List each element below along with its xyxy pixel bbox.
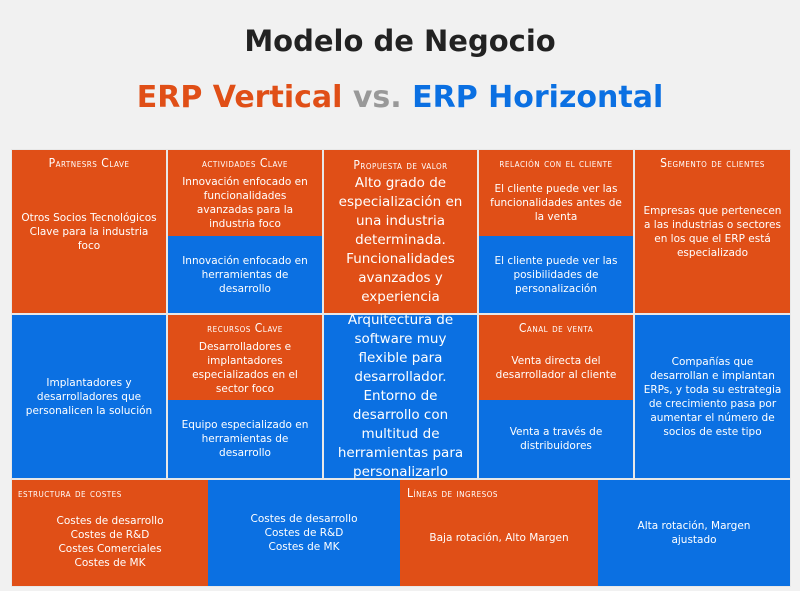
relacion-vertical: relación con el cliente El cliente puede … bbox=[479, 150, 633, 236]
segmento-horizontal-text: Compañías que desarrollan e implantan ER… bbox=[643, 355, 782, 438]
partners-vertical: Partnesrs Clave Otros Socios Tecnológicos… bbox=[12, 150, 166, 313]
canal-horizontal-text: Venta a través de distribuidores bbox=[509, 426, 603, 452]
costes-vertical-item: Costes de R&D bbox=[70, 529, 150, 541]
actividades-horizontal: Innovación enfocado en herramientas de d… bbox=[168, 236, 322, 313]
propuesta-header: Propuesta de valor bbox=[353, 158, 448, 172]
actividades-vertical: actividades Clave Innovación enfocado en … bbox=[168, 150, 322, 236]
costes-vertical-item: Costes de MK bbox=[74, 557, 146, 569]
propuesta-horizontal: Arquitectura de software muy flexible pa… bbox=[324, 312, 477, 480]
costes-horizontal-item: Costes de desarrollo bbox=[250, 513, 358, 525]
ingresos-vertical-text: Baja rotación, Alto Margen bbox=[429, 532, 569, 544]
subtitle-vs: vs. bbox=[352, 80, 402, 115]
page-subtitle: ERP Vertical vs. ERP Horizontal bbox=[0, 80, 800, 115]
segmento-vertical: Segmento de clientes Empresas que pertene… bbox=[635, 150, 790, 313]
ingresos-horizontal-text: Alta rotación, Margen ajustado bbox=[637, 520, 751, 546]
costes-header: estructura de costes bbox=[18, 486, 122, 500]
actividades-header: actividades Clave bbox=[202, 156, 288, 170]
costes-horizontal: Costes de desarrollo Costes de R&D Costes … bbox=[208, 480, 400, 586]
actividades-vertical-text: Innovación enfocado en funcionalidades a… bbox=[182, 176, 308, 230]
costes-vertical-item: Costes Comerciales bbox=[58, 543, 162, 555]
canal-horizontal: Venta a través de distribuidores bbox=[479, 400, 633, 478]
ingresos-vertical: Líneas de ingresos Baja rotación, Alto Ma… bbox=[400, 480, 598, 586]
subtitle-vertical: ERP Vertical bbox=[136, 80, 343, 115]
costes-vertical-item: Costes de desarrollo bbox=[56, 515, 164, 527]
partners-header: Partnesrs Clave bbox=[48, 156, 130, 170]
ingresos-horizontal: Alta rotación, Margen ajustado bbox=[598, 480, 790, 586]
costes-vertical: estructura de costes Costes de desarrollo… bbox=[12, 480, 208, 586]
ingresos-header: Líneas de ingresos bbox=[407, 486, 498, 500]
canal-vertical: Canal de venta Venta directa del desarrol… bbox=[479, 315, 633, 400]
recursos-vertical-text: Desarrolladores e implantadores especial… bbox=[192, 340, 298, 395]
partners-horizontal: Implantadores y desarrolladores que pers… bbox=[12, 315, 166, 478]
recursos-horizontal-text: Equipo especializado en herramientas de … bbox=[181, 419, 309, 459]
segmento-header: Segmento de clientes bbox=[660, 156, 765, 170]
propuesta-vertical: Propuesta de valor Alto grado de especial… bbox=[324, 150, 477, 313]
costes-horizontal-item: Costes de MK bbox=[268, 541, 340, 553]
recursos-horizontal: Equipo especializado en herramientas de … bbox=[168, 400, 322, 478]
relacion-vertical-text: El cliente puede ver las funcionalidades… bbox=[490, 183, 622, 223]
propuesta-vertical-text: Alto grado de especialización en una ind… bbox=[338, 175, 463, 305]
canal-vertical-text: Venta directa del desarrollador al clien… bbox=[495, 354, 617, 381]
page-title: Modelo de Negocio bbox=[244, 24, 556, 58]
relacion-horizontal: El cliente puede ver las posibilidades d… bbox=[479, 236, 633, 313]
segmento-horizontal: Compañías que desarrollan e implantan ER… bbox=[635, 315, 790, 478]
partners-horizontal-text: Implantadores y desarrolladores que pers… bbox=[25, 376, 153, 417]
propuesta-horizontal-text: Arquitectura de software muy flexible pa… bbox=[337, 312, 464, 480]
recursos-header: recursos Clave bbox=[207, 321, 283, 335]
relacion-horizontal-text: El cliente puede ver las posibilidades d… bbox=[494, 254, 618, 295]
costes-horizontal-item: Costes de R&D bbox=[264, 527, 344, 539]
recursos-vertical: recursos Clave Desarrolladores e implanta… bbox=[168, 315, 322, 400]
partners-vertical-text: Otros Socios Tecnológicos Clave para la … bbox=[21, 211, 157, 252]
relacion-header: relación con el cliente bbox=[499, 156, 613, 170]
canal-header: Canal de venta bbox=[518, 321, 594, 335]
subtitle-horizontal: ERP Horizontal bbox=[412, 80, 664, 115]
actividades-horizontal-text: Innovación enfocado en herramientas de d… bbox=[182, 254, 308, 295]
segmento-vertical-text: Empresas que pertenecen a las industrias… bbox=[643, 204, 782, 259]
